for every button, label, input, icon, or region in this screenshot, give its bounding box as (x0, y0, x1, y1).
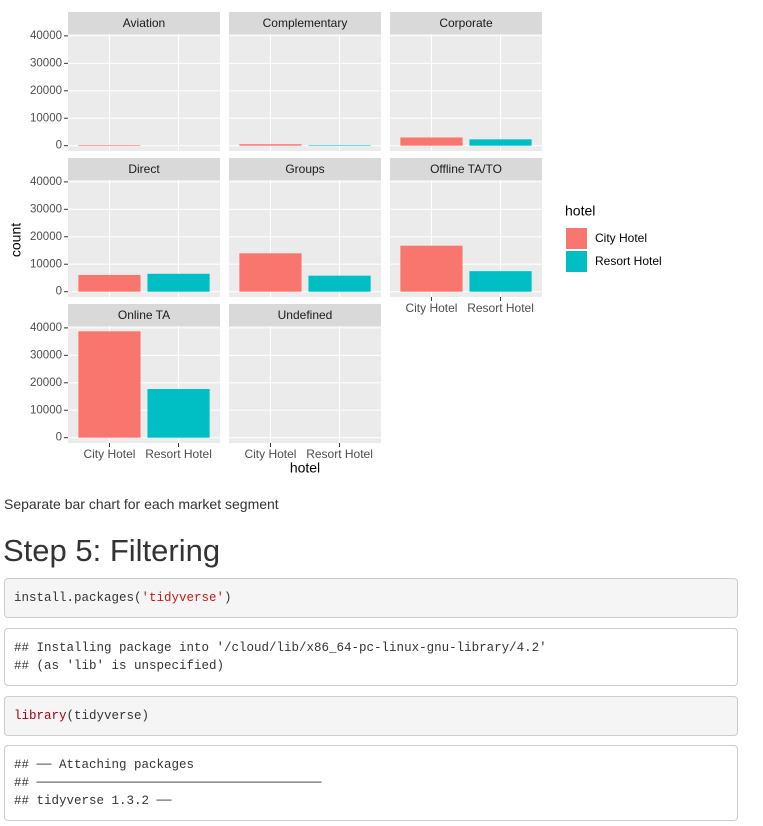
code-token: ## ─────────────────────────────────────… (14, 776, 322, 790)
y-tick-label: 10000 (30, 258, 62, 270)
strip (68, 304, 220, 326)
bar (400, 245, 463, 292)
code-line: ## ── Attaching packages (14, 756, 728, 774)
code-line: ## ─────────────────────────────────────… (14, 774, 728, 792)
x-axis-label: hotel (290, 460, 320, 476)
legend-key (566, 251, 587, 272)
code-block: library(tidyverse) (4, 696, 738, 736)
y-axis-label: count (8, 223, 24, 257)
strip (229, 12, 381, 34)
panel (229, 326, 381, 443)
bar (239, 253, 302, 292)
y-tick-label: 40000 (30, 176, 62, 188)
bar (308, 275, 371, 292)
code-line: ## tidyverse 1.3.2 ── (14, 792, 728, 810)
code-token: ## tidyverse 1.3.2 ── (14, 794, 172, 808)
bar (469, 139, 532, 146)
code-line: ## (as 'lib' is unspecified) (14, 657, 728, 675)
y-tick-label: 0 (56, 140, 62, 152)
legend-label: City Hotel (595, 231, 647, 245)
strip (390, 12, 542, 34)
panel (390, 34, 542, 151)
code-token: (tidyverse) (66, 709, 150, 723)
panel-title: Complementary (263, 16, 348, 30)
y-tick-label: 30000 (30, 349, 62, 361)
code-block: install.packages('tidyverse') (4, 578, 738, 618)
bar (78, 274, 141, 292)
y-tick-label: 20000 (30, 85, 62, 97)
strip (390, 158, 542, 180)
y-tick-label: 30000 (30, 57, 62, 69)
legend-key (566, 228, 587, 249)
panel-title: Offline TA/TO (430, 162, 502, 176)
x-tick-label: City Hotel (83, 447, 135, 461)
x-tick-label: Resort Hotel (306, 447, 373, 461)
bar (78, 331, 141, 438)
bar (147, 389, 210, 438)
bar (147, 273, 210, 292)
chart: count hotel hotel Aviation 0 10000 20000 300… (8, 12, 662, 476)
code-token: ) (224, 591, 232, 605)
bar (78, 145, 141, 146)
code-token: library (14, 709, 67, 723)
panel-title: Groups (285, 162, 324, 176)
panel-title: Undefined (278, 308, 333, 322)
code-line: ## Installing package into '/cloud/lib/x… (14, 639, 728, 657)
strip (229, 158, 381, 180)
y-tick-label: 0 (56, 286, 62, 298)
y-tick-label: 0 (56, 432, 62, 444)
y-tick-label: 40000 (30, 322, 62, 334)
x-tick-label: City Hotel (405, 301, 457, 315)
x-tick-label: Resort Hotel (467, 301, 534, 315)
panel (229, 34, 381, 151)
y-tick-label: 20000 (30, 231, 62, 243)
bar (308, 145, 371, 146)
caption: Separate bar chart for each market segme… (4, 496, 279, 512)
y-tick-label: 10000 (30, 404, 62, 416)
y-tick-label: 10000 (30, 112, 62, 124)
y-tick-label: 20000 (30, 377, 62, 389)
code-line: library(tidyverse) (14, 707, 728, 725)
code-token: install.packages( (14, 591, 142, 605)
bar (469, 271, 532, 292)
bar (239, 144, 302, 146)
y-tick-label: 30000 (30, 203, 62, 215)
strip (68, 158, 220, 180)
x-tick-label: Resort Hotel (145, 447, 212, 461)
y-tick-label: 40000 (30, 30, 62, 42)
code-line: install.packages('tidyverse') (14, 589, 728, 607)
code-token: ## (as 'lib' is unspecified) (14, 659, 225, 673)
code-block: ## Installing package into '/cloud/lib/x… (4, 628, 738, 686)
panel-title: Corporate (439, 16, 493, 30)
bar (400, 137, 463, 146)
code-token: ## Installing package into '/cloud/lib/x… (14, 641, 547, 655)
panel-title: Online TA (118, 308, 170, 322)
strip (229, 304, 381, 326)
code-block: ## ── Attaching packages ## ─────────────… (4, 745, 738, 821)
legend-title: hotel (565, 203, 595, 219)
panel-title: Direct (128, 162, 160, 176)
code-token: ## ── Attaching packages (14, 758, 195, 772)
panel (68, 34, 220, 151)
code-token: 'tidyverse' (141, 591, 225, 605)
panel-title: Aviation (123, 16, 165, 30)
strip (68, 12, 220, 34)
legend-label: Resort Hotel (595, 254, 662, 268)
heading: Step 5: Filtering (3, 533, 221, 568)
x-tick-label: City Hotel (244, 447, 296, 461)
